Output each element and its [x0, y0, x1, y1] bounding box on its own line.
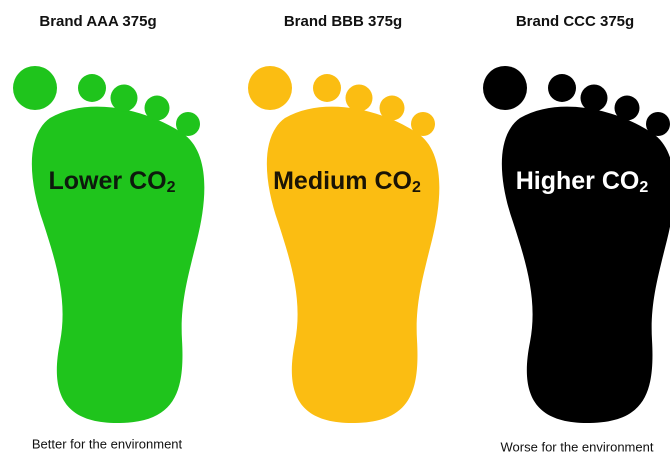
co2-subscript: 2: [412, 179, 421, 196]
footprint: Higher CO2: [483, 66, 670, 424]
toe: [144, 95, 170, 121]
brand-label: Brand CCC 375g: [516, 13, 634, 30]
toe: [646, 112, 670, 136]
toe: [614, 95, 640, 121]
brand-label: Brand AAA 375g: [39, 13, 156, 30]
toe: [13, 66, 57, 110]
toe: [78, 74, 106, 102]
toe: [411, 112, 435, 136]
co2-subscript: 2: [167, 179, 176, 196]
toe: [345, 84, 373, 112]
caption: Worse for the environment: [501, 439, 654, 454]
foot-sole: [266, 106, 440, 424]
co2-subscript: 2: [639, 179, 648, 196]
co2-label: Lower CO: [49, 167, 167, 195]
foot-sole: [31, 106, 205, 424]
co2-label: Medium CO: [273, 167, 412, 195]
toe: [379, 95, 405, 121]
toe: [176, 112, 200, 136]
co2-level: Higher CO2: [516, 167, 649, 197]
foot-sole: [501, 106, 670, 424]
toe: [483, 66, 527, 110]
footprint: Lower CO2: [13, 66, 205, 424]
toe: [313, 74, 341, 102]
toe: [580, 84, 608, 112]
co2-level: Lower CO2: [49, 167, 176, 197]
toe: [548, 74, 576, 102]
brand-label: Brand BBB 375g: [284, 13, 402, 30]
toe: [248, 66, 292, 110]
toe: [110, 84, 138, 112]
co2-level: Medium CO2: [273, 167, 421, 197]
caption: Better for the environment: [32, 436, 183, 451]
co2-label: Higher CO: [516, 167, 640, 195]
footprint: Medium CO2: [248, 66, 440, 424]
